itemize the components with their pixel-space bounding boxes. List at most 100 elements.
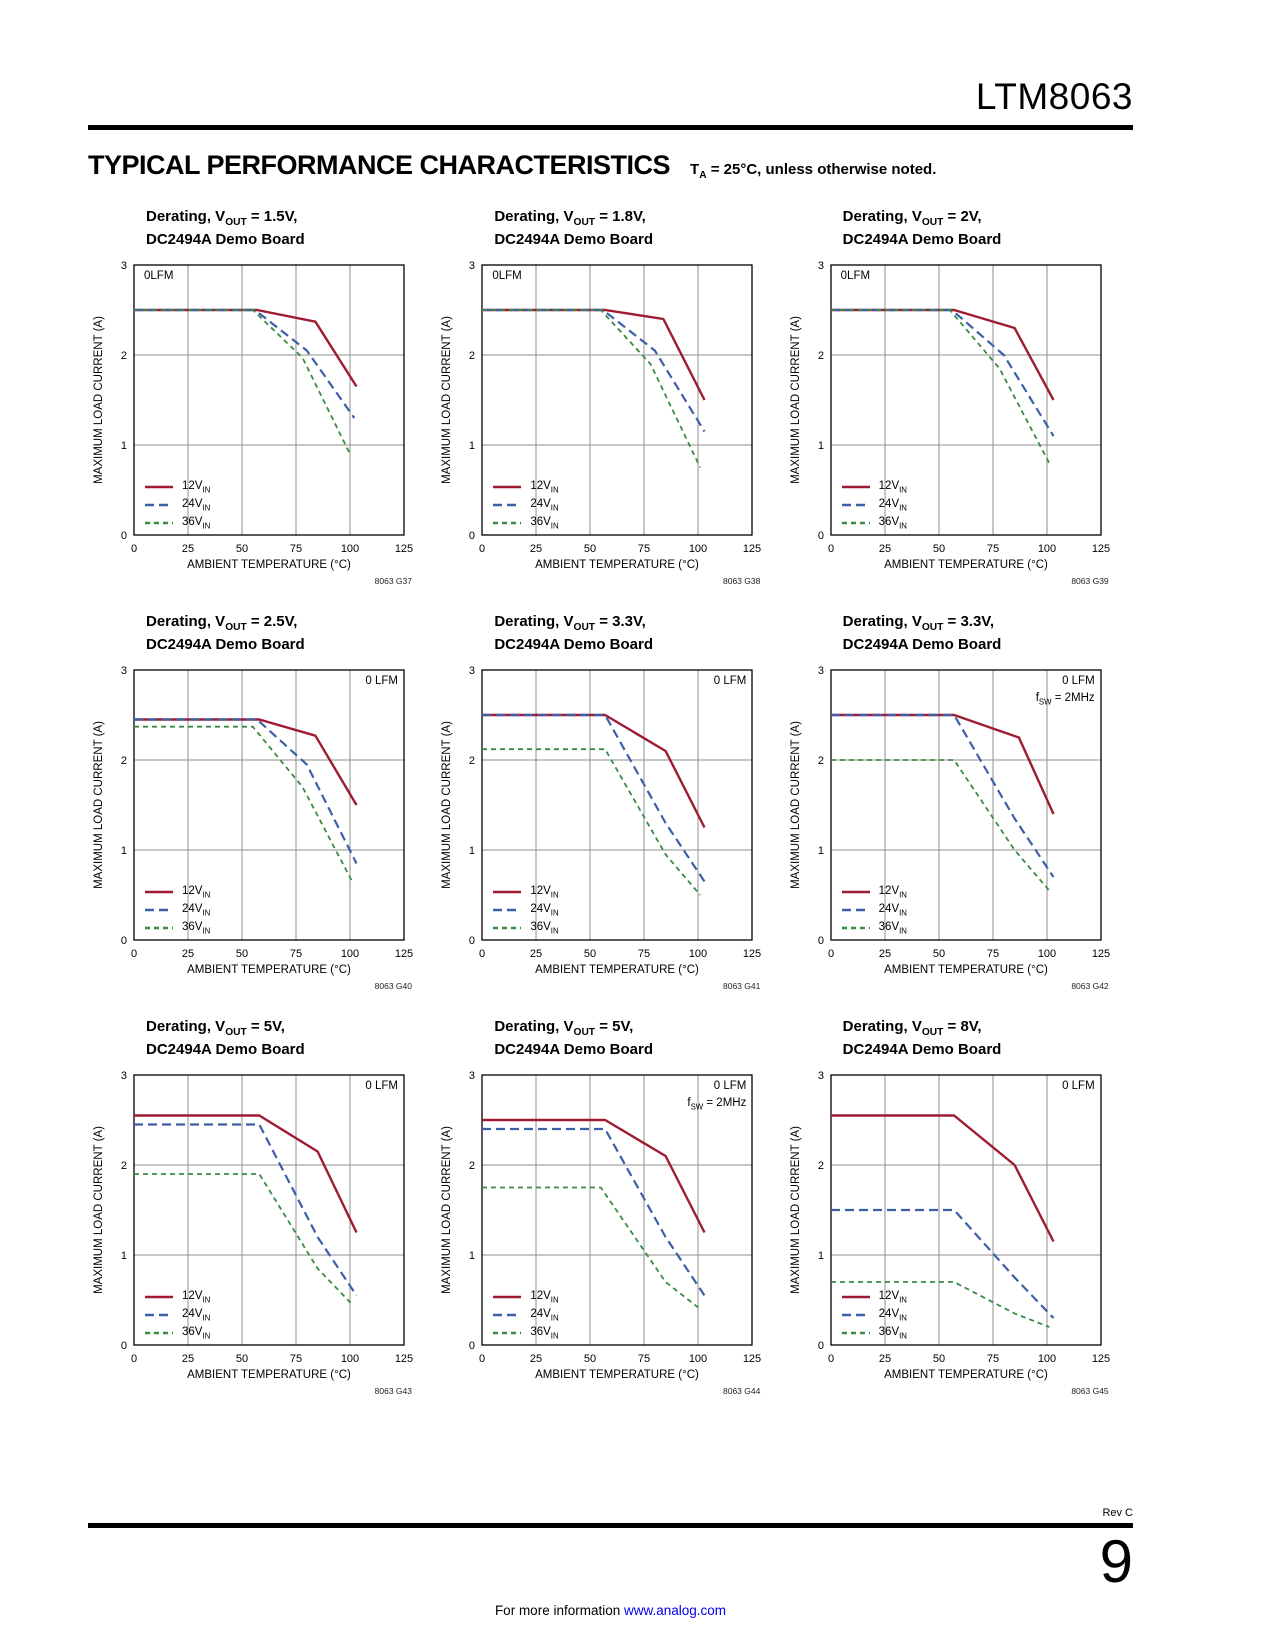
legend-label: 36VIN	[182, 921, 211, 936]
plot-area: 0 25 50 75 100 125 0 1 2 3 AMBIENT TEMPERATURE (°C…	[790, 665, 1110, 976]
y-axis-label: MAXIMUM LOAD CURRENT (A)	[790, 316, 802, 484]
chart-code: 8063 G40	[374, 981, 412, 992]
legend-label: 12VIN	[182, 480, 211, 495]
y-tick-label: 1	[469, 440, 475, 452]
legend-line-sample	[145, 1295, 173, 1299]
x-tick-label: 75	[638, 1353, 650, 1365]
plot-legend: 12VIN 24VIN 36VIN	[144, 884, 210, 936]
legend-item: 24VIN	[492, 1307, 559, 1323]
chart-title-line1: Derating, VOUT = 5V,	[494, 1018, 634, 1039]
legend-item: 36VIN	[492, 920, 559, 936]
legend-item: 12VIN	[144, 1289, 210, 1305]
legend-line-sample	[841, 908, 870, 912]
annotation-line: 0 LFM	[1062, 1080, 1095, 1093]
x-tick-label: 75	[290, 948, 302, 960]
x-tick-label: 25	[182, 543, 194, 555]
x-tick-label: 0	[131, 1353, 137, 1365]
plot-area: 0 25 50 75 100 125 0 1 2 3 AMBIENT TEMPERATURE (°C…	[93, 665, 413, 976]
x-tick-label: 75	[987, 543, 999, 555]
x-tick-label: 125	[395, 543, 413, 555]
legend-label: 24VIN	[530, 903, 559, 918]
series-24VIN	[134, 308, 356, 419]
x-tick-label: 50	[584, 948, 596, 960]
x-tick-label: 125	[395, 948, 413, 960]
y-tick-label: 0	[121, 1340, 127, 1352]
legend-line-sample	[493, 485, 522, 489]
y-tick-label: 2	[469, 350, 475, 362]
plot-annotation: 0LFM	[144, 268, 173, 285]
legend-label: 24VIN	[182, 903, 211, 918]
plot-legend: 12VIN 24VIN 36VIN	[492, 1289, 559, 1341]
legend-label: 36VIN	[530, 1326, 559, 1341]
series-36VIN	[830, 1281, 1050, 1328]
plot-wrap: 0 25 50 75 100 125 0 1 2 3 AMBIENT TEMPERATURE (°C…	[88, 660, 428, 980]
chart-cell: Derating, VOUT = 1.5V, DC2494A Demo Boar…	[88, 207, 436, 586]
x-tick-label: 75	[638, 543, 650, 555]
legend-line-sample	[841, 485, 870, 489]
x-axis-label: AMBIENT TEMPERATURE (°C)	[884, 1369, 1048, 1381]
chart-title: Derating, VOUT = 2.5V, DC2494A Demo Boar…	[146, 612, 436, 655]
series-36VIN	[134, 309, 351, 455]
plot-legend: 12VIN 24VIN 36VIN	[492, 479, 559, 531]
plot-annotation: 0 LFM	[1062, 1078, 1095, 1095]
y-tick-label: 1	[469, 1250, 475, 1262]
chart-code: 8063 G44	[722, 1386, 761, 1397]
footer-text: For more information	[494, 1603, 624, 1618]
x-tick-label: 0	[479, 543, 485, 555]
chart-code: 8063 G45	[1071, 1386, 1109, 1397]
legend-item: 24VIN	[144, 497, 210, 513]
series-36VIN	[482, 748, 702, 896]
y-axis-label: MAXIMUM LOAD CURRENT (A)	[790, 721, 802, 889]
legend-item: 36VIN	[841, 515, 907, 531]
plot-wrap: 0 25 50 75 100 125 0 1 2 3 AMBIENT TEMPERATURE (°C…	[785, 255, 1125, 575]
legend-item: 12VIN	[841, 884, 907, 900]
legend-line-sample	[493, 521, 522, 525]
series-36VIN	[830, 309, 1050, 464]
y-tick-label: 3	[469, 1070, 475, 1082]
x-axis-label: AMBIENT TEMPERATURE (°C)	[187, 559, 351, 571]
x-tick-label: 100	[1037, 543, 1055, 555]
legend-line-sample	[145, 485, 173, 489]
x-tick-label: 25	[182, 1353, 194, 1365]
chart-cell: Derating, VOUT = 2V, DC2494A Demo Board …	[785, 207, 1133, 586]
x-tick-label: 0	[131, 543, 137, 555]
chart-title-line2: DC2494A Demo Board	[494, 1040, 653, 1058]
x-tick-label: 100	[341, 1353, 359, 1365]
chart-code: 8063 G41	[722, 981, 761, 992]
y-tick-label: 0	[818, 530, 824, 542]
chart-title: Derating, VOUT = 1.5V, DC2494A Demo Boar…	[146, 207, 436, 250]
legend-item: 12VIN	[841, 1289, 907, 1305]
legend-item: 24VIN	[841, 1307, 907, 1323]
x-tick-label: 50	[933, 543, 945, 555]
legend-item: 36VIN	[841, 1325, 907, 1341]
header-rule	[88, 125, 1133, 130]
chart-cell: Derating, VOUT = 3.3V, DC2494A Demo Boar…	[785, 612, 1133, 991]
legend-line-sample	[841, 890, 870, 894]
series-36VIN	[482, 309, 702, 468]
legend-label: 12VIN	[878, 1290, 907, 1305]
x-tick-label: 100	[1037, 948, 1055, 960]
x-axis-label: AMBIENT TEMPERATURE (°C)	[535, 964, 699, 976]
footer-row: 9 For more information www.analog.com	[88, 1528, 1133, 1624]
chart-code: 8063 G42	[1071, 981, 1109, 992]
plot-legend: 12VIN 24VIN 36VIN	[144, 479, 210, 531]
x-tick-label: 0	[828, 948, 834, 960]
legend-line-sample	[145, 521, 173, 525]
legend-item: 12VIN	[492, 884, 559, 900]
legend-line-sample	[493, 1313, 522, 1317]
legend-item: 36VIN	[144, 515, 210, 531]
section-title: TYPICAL PERFORMANCE CHARACTERISTICS	[88, 150, 671, 180]
annotation-line: fSW = 2MHz	[1035, 691, 1095, 706]
x-tick-label: 25	[530, 1353, 542, 1365]
analog-link[interactable]: www.analog.com	[623, 1603, 727, 1618]
x-tick-label: 100	[341, 948, 359, 960]
chart-title-line2: DC2494A Demo Board	[146, 1040, 305, 1058]
legend-line-sample	[145, 908, 173, 912]
chart-cell: Derating, VOUT = 8V, DC2494A Demo Board …	[785, 1017, 1133, 1396]
x-axis-label: AMBIENT TEMPERATURE (°C)	[884, 964, 1048, 976]
x-tick-label: 100	[689, 948, 707, 960]
plot-wrap: 0 25 50 75 100 125 0 1 2 3 AMBIENT TEMPERATURE (°C…	[88, 1065, 428, 1385]
chart-title-line1: Derating, VOUT = 2.5V,	[146, 613, 298, 634]
y-tick-label: 2	[818, 350, 824, 362]
plot-border	[481, 264, 753, 536]
